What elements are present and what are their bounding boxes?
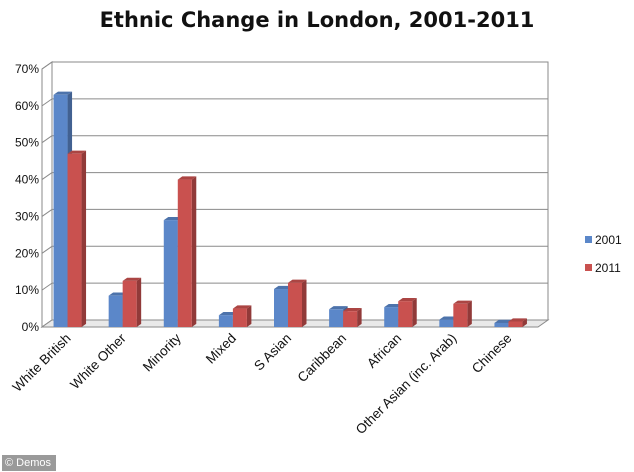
x-tick-label: Other Asian (inc. Arab) (353, 331, 460, 438)
bar-side (522, 318, 527, 327)
y-tick-label: 30% (15, 209, 39, 223)
bar-2011 (177, 176, 197, 327)
bar-2011 (508, 318, 527, 327)
gridline-depth (41, 209, 53, 217)
bar-front (329, 309, 344, 327)
bar-front (398, 301, 413, 327)
bar-top (177, 176, 197, 180)
legend: 2001 2011 (585, 233, 622, 275)
bars (53, 91, 527, 328)
bar-front (108, 295, 123, 327)
bar-top (67, 150, 87, 154)
x-tick-label: Chinese (469, 331, 515, 377)
gridline-depth (41, 245, 53, 254)
bar-top (494, 319, 513, 323)
bar-2011 (343, 308, 362, 327)
x-tick-label: African (364, 331, 404, 371)
bar-front (177, 179, 192, 327)
bar-front (163, 220, 178, 327)
bar-2011 (453, 300, 472, 327)
bar-top (398, 298, 417, 302)
legend-swatch (585, 264, 592, 271)
gridline-depth (41, 61, 53, 70)
x-tick-label: S Asian (251, 331, 294, 374)
gridline-depth (41, 98, 53, 107)
back-wall (51, 61, 549, 321)
bar-2011 (398, 298, 417, 327)
x-tick-label: White Other (67, 330, 129, 392)
bar-side (81, 150, 87, 327)
y-tick-label: 20% (15, 246, 39, 260)
bar-front (508, 321, 523, 327)
plot-back-wall (41, 61, 549, 328)
bar-top (232, 305, 252, 309)
legend-swatch (585, 236, 592, 243)
y-tick-label: 70% (15, 62, 39, 76)
bar-front (274, 289, 288, 327)
bar-front (67, 153, 82, 327)
bar-front (439, 319, 454, 327)
y-tick-label: 50% (15, 136, 39, 150)
bar-front (53, 94, 68, 327)
bar-top (288, 279, 307, 283)
y-axis-ticks: 0% 10% 20% 30% 40% 50% 60% 70% (15, 62, 39, 334)
bar-top (163, 216, 183, 221)
bar-2011 (232, 305, 252, 327)
bar-top (343, 308, 362, 312)
bar-front (218, 315, 233, 327)
gridline-depth (41, 282, 53, 291)
gridlines (41, 61, 548, 328)
bar-top (108, 292, 128, 296)
x-tick-label: Caribbean (295, 331, 350, 386)
x-tick-label: Mixed (203, 331, 239, 367)
bar-side (467, 300, 472, 327)
bar-front (232, 308, 247, 327)
bar-side (246, 305, 252, 327)
bar-side (136, 277, 142, 327)
y-tick-label: 0% (22, 320, 40, 334)
bar-top (384, 303, 403, 308)
x-tick-label: White British (9, 331, 73, 395)
bar-top (453, 300, 472, 304)
bar-top (218, 312, 238, 316)
bar-top (439, 316, 458, 320)
bar-side (302, 279, 307, 327)
legend-label: 2011 (595, 261, 621, 275)
bar-top (122, 277, 142, 281)
bar-top (508, 318, 527, 322)
bar-front (453, 303, 468, 327)
y-tick-label: 40% (15, 173, 39, 187)
bar-top (274, 285, 293, 290)
bar-2011 (122, 277, 142, 327)
bar-top (53, 91, 73, 95)
y-tick-label: 60% (15, 99, 39, 113)
bar-side (412, 298, 417, 327)
bar-front (288, 282, 302, 327)
y-tick-label: 10% (15, 283, 39, 297)
bar-front (384, 307, 399, 327)
bar-front (343, 311, 358, 327)
bar-2011 (288, 279, 307, 327)
bar-front (122, 280, 137, 327)
bar-top (329, 306, 348, 310)
bar-side (191, 176, 197, 327)
bar-front (494, 322, 509, 327)
gridline-depth (41, 135, 53, 144)
x-tick-label: Minority (140, 330, 184, 374)
legend-label: 2001 (595, 233, 622, 247)
credit-label: © Demos (2, 455, 57, 471)
bar-side (357, 308, 362, 327)
gridline-depth (41, 172, 53, 180)
chart-title: Ethnic Change in London, 2001-2011 (100, 8, 535, 32)
bar-2011 (67, 150, 87, 327)
